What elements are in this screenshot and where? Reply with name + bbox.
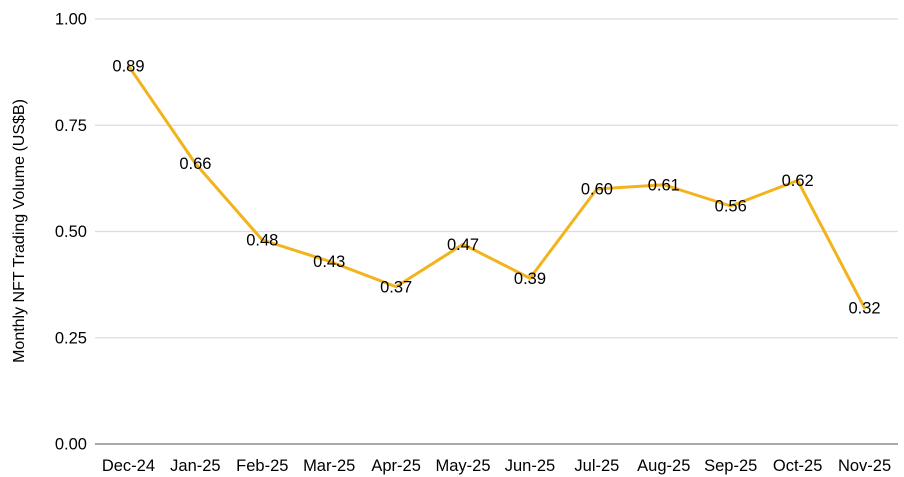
data-point-label: 0.32 <box>848 300 880 318</box>
data-point-label: 0.56 <box>715 198 747 216</box>
y-tick-label: 0.25 <box>55 329 87 347</box>
x-tick-label: Jun-25 <box>505 457 555 475</box>
data-point-label: 0.60 <box>581 181 613 199</box>
x-tick-label: Apr-25 <box>371 457 421 475</box>
x-tick-label: Dec-24 <box>102 457 155 475</box>
x-tick-label: Jan-25 <box>170 457 220 475</box>
x-tick-label: Mar-25 <box>303 457 355 475</box>
data-point-label: 0.62 <box>782 172 814 190</box>
y-tick-label: 0.00 <box>55 436 87 454</box>
data-point-label: 0.37 <box>380 278 412 296</box>
data-point-label: 0.48 <box>246 232 278 250</box>
data-point-label: 0.89 <box>112 57 144 75</box>
y-axis-title: Monthly NFT Trading Volume (US$B) <box>11 99 28 363</box>
y-tick-label: 0.75 <box>55 117 87 135</box>
x-tick-label: Sep-25 <box>704 457 757 475</box>
x-tick-label: Nov-25 <box>838 457 891 475</box>
y-tick-label: 1.00 <box>55 11 87 29</box>
y-tick-label: 0.50 <box>55 223 87 241</box>
data-point-label: 0.47 <box>447 236 479 254</box>
x-tick-label: Oct-25 <box>773 457 823 475</box>
x-tick-label: May-25 <box>436 457 491 475</box>
x-tick-label: Jul-25 <box>574 457 619 475</box>
x-tick-label: Aug-25 <box>637 457 690 475</box>
x-tick-label: Feb-25 <box>236 457 288 475</box>
data-point-label: 0.43 <box>313 253 345 271</box>
data-point-label: 0.39 <box>514 270 546 288</box>
data-line <box>126 64 867 310</box>
data-point-label: 0.66 <box>179 155 211 173</box>
data-point-label: 0.61 <box>648 176 680 194</box>
